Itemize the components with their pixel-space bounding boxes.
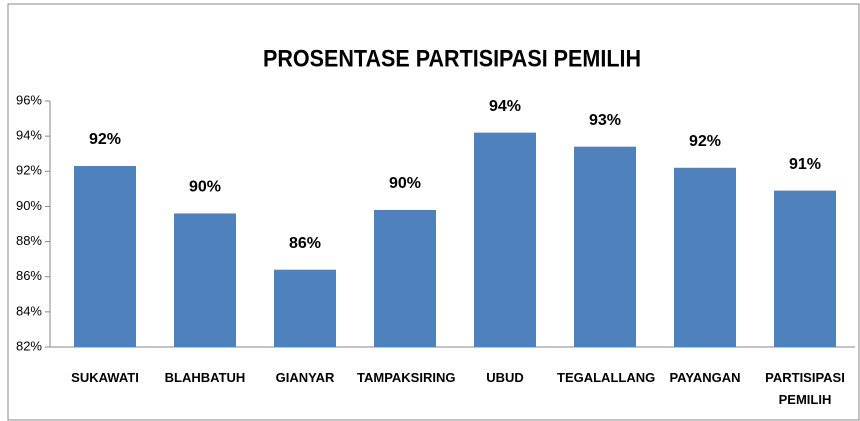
bar — [74, 166, 136, 347]
y-tick-label: 92% — [16, 163, 42, 178]
y-tick-label: 82% — [16, 338, 42, 353]
x-tick-label: UBUD — [486, 370, 524, 385]
bar — [474, 132, 536, 347]
bar — [574, 146, 636, 347]
x-tick-label: BLAHBATUH — [164, 370, 246, 385]
x-tick-label: PARTISIPASI PEMILIH — [765, 370, 845, 407]
x-tick-label: SUKAWATI — [71, 370, 139, 385]
y-tick-label: 90% — [16, 198, 42, 213]
y-tick-label: 94% — [16, 128, 42, 143]
bar — [774, 190, 836, 347]
value-label: 94% — [489, 98, 521, 115]
value-label: 91% — [789, 156, 821, 173]
y-tick-label: 86% — [16, 268, 42, 283]
value-label: 92% — [689, 133, 721, 150]
y-tick-label: 84% — [16, 303, 42, 318]
x-tick-label: TEGALALLANG — [557, 370, 656, 385]
bar — [374, 209, 436, 347]
y-tick-label: 96% — [16, 92, 42, 107]
value-label: 90% — [389, 175, 421, 192]
x-tick-label: GIANYAR — [275, 370, 335, 385]
value-label: 93% — [589, 112, 621, 129]
bar — [274, 269, 336, 347]
value-label: 90% — [189, 179, 221, 196]
value-label: 92% — [89, 131, 121, 148]
x-tick-label: PAYANGAN — [669, 370, 741, 385]
y-tick-label: 88% — [16, 233, 42, 248]
value-label: 86% — [289, 235, 321, 252]
bar — [674, 167, 736, 347]
x-tick-label: TAMPAKSIRING — [357, 370, 456, 385]
bar — [174, 213, 236, 347]
chart-title: PROSENTASE PARTISIPASI PEMILIH — [263, 45, 641, 72]
